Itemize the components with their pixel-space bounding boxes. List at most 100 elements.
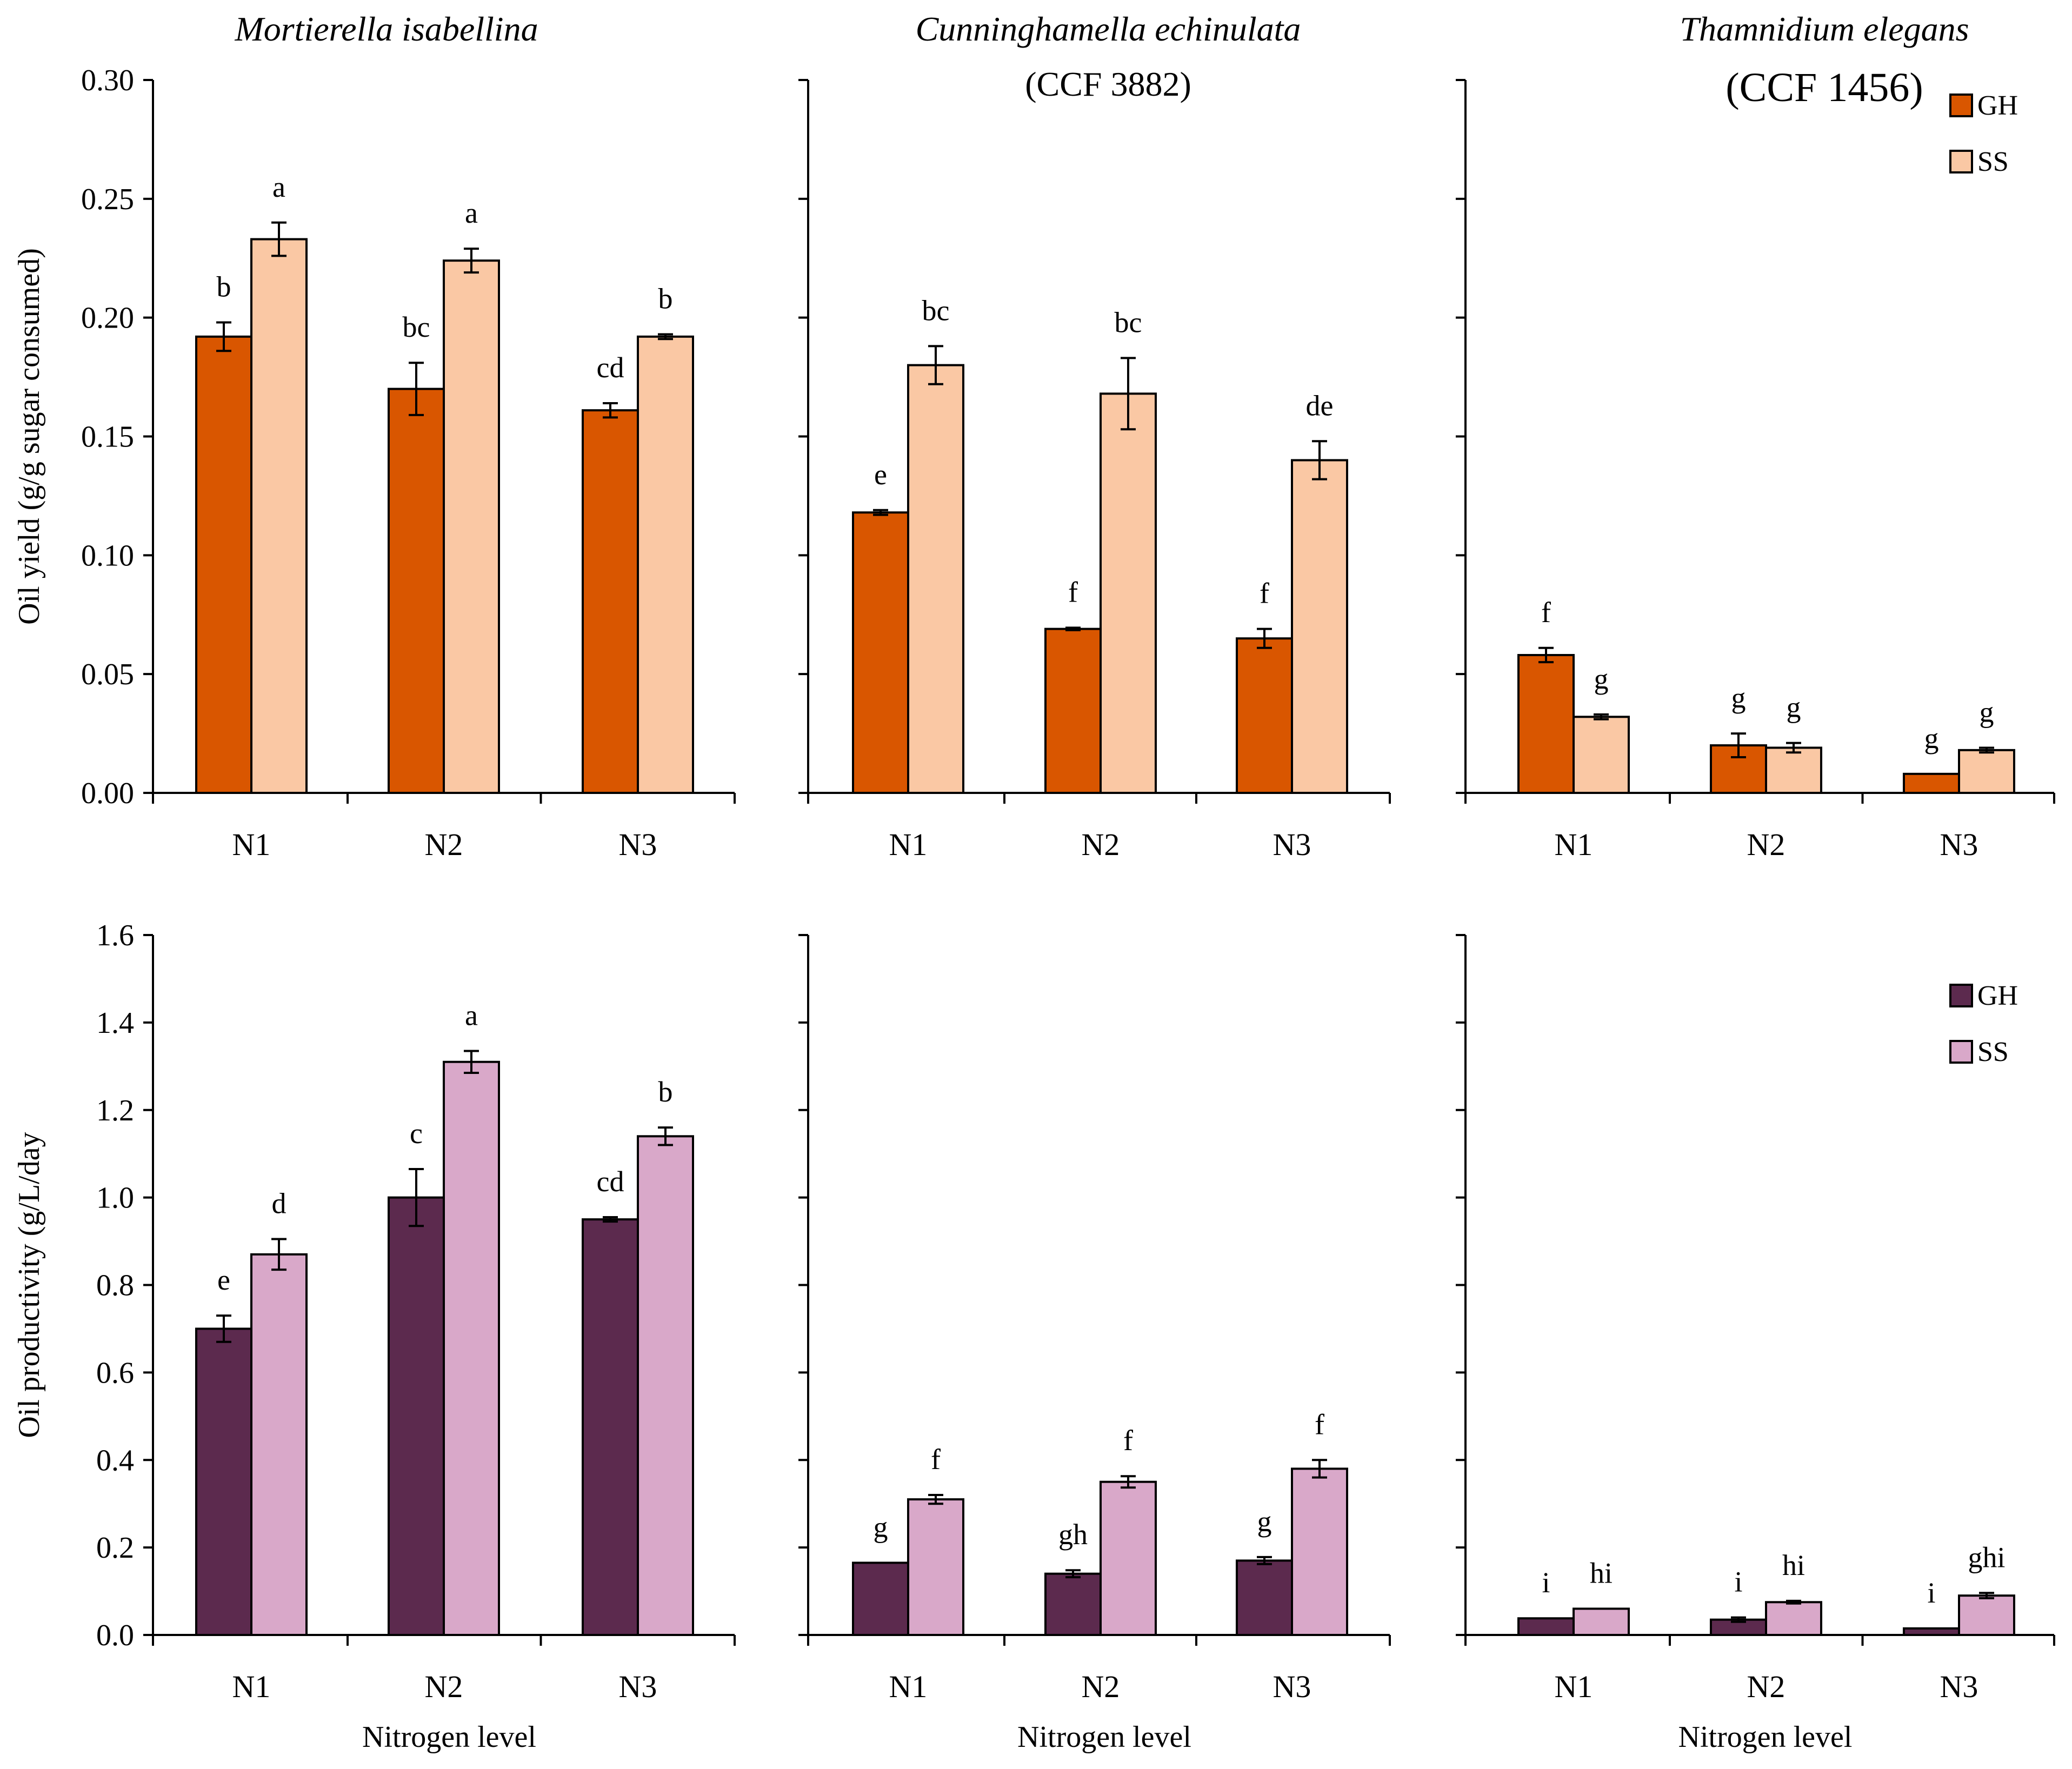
bar-ss-n2 [1100,392,1157,794]
significance-letter: a [465,197,478,229]
x-category-label: N3 [1940,827,1978,862]
significance-letter: i [1542,1566,1550,1599]
x-category-label: N2 [425,1669,463,1704]
bar-gh-n3 [1236,637,1293,794]
panel-title: Cunninghamella echinulata [916,10,1301,48]
significance-letter: b [217,270,231,303]
legend-swatch-ss [1949,1040,1973,1064]
significance-letter: gh [1058,1518,1088,1551]
x-category-label: N2 [425,827,463,862]
significance-letter: e [217,1264,230,1296]
bar-ss-n3 [637,1135,694,1636]
significance-letter: f [1315,1408,1324,1440]
x-category-label: N2 [1082,827,1120,862]
significance-letter: g [1924,722,1939,755]
significance-letter: b [658,1076,673,1108]
significance-letter: d [272,1187,287,1220]
significance-letter: e [874,458,887,491]
bar-ss-n2 [1100,1480,1157,1636]
bar-gh-n1 [195,1327,252,1636]
panel-oil-yield-thamnidium: N1 N2 N3 f g g g g g Thamnidium elegans (CCF 1456)… [1456,10,2055,862]
bar-ss-n1 [1573,716,1630,794]
significance-letter: ghi [1968,1541,2005,1573]
bar-ss-n1 [907,1498,964,1636]
significance-letter: f [1068,576,1078,608]
panel-title: Mortierella isabellina [234,10,538,48]
x-category-label: N2 [1082,1669,1120,1704]
legend-label-ss: SS [1977,146,2009,177]
x-category-label: N3 [1273,1669,1311,1704]
x-category-label: N2 [1747,827,1785,862]
bar-gh-n1 [852,511,909,794]
y-tick-label: 0.0 [96,1619,134,1652]
legend-swatch-gh [1949,94,1973,117]
significance-letter: g [1980,696,1994,728]
significance-letter: f [1260,577,1269,610]
panel-oil-yield-cunninghamella: N1 N2 N3 e f f bc bc de Cunninghamella echinulata… [798,10,1391,862]
bar-gh-n1 [1517,1617,1575,1636]
significance-letter: g [1594,663,1609,695]
y-tick-label: 0.4 [96,1444,134,1477]
bar-gh-n3 [1903,772,1960,794]
significance-letter: f [931,1443,941,1476]
bar-gh-n2 [1044,628,1102,794]
bar-gh-n1 [195,335,252,794]
significance-letter: hi [1590,1557,1613,1589]
bar-ss-n3 [1958,749,2015,794]
y-tick-label: 0.25 [81,183,134,216]
x-axis-label: Nitrogen level [1017,1720,1191,1754]
bar-gh-n3 [582,1218,639,1636]
significance-letter: g [1787,691,1801,724]
significance-letter: g [1257,1505,1272,1538]
significance-letter: hi [1782,1549,1805,1581]
significance-letter: a [272,171,285,203]
y-tick-label: 1.0 [96,1181,134,1215]
x-category-label: N2 [1747,1669,1785,1704]
bar-gh-n1 [852,1561,909,1636]
bar-gh-n2 [388,388,445,794]
legend-swatch-gh [1949,984,1973,1007]
y-axis-label: Oil yield (g/g sugar consumed) [12,248,46,625]
legend-swatch-ss [1949,150,1973,173]
significance-letter: cd [597,351,624,384]
bar-ss-n1 [250,238,308,794]
bar-gh-n2 [1044,1572,1102,1636]
y-tick-label: 1.6 [96,919,134,952]
panel-subtitle: (CCF 1456) [1725,65,1923,110]
x-category-label: N1 [1555,827,1593,862]
panel-subtitle: (CCF 3882) [1025,65,1191,103]
y-tick-label: 1.2 [96,1094,134,1127]
y-tick-label: 0.30 [81,64,134,97]
bar-gh-n2 [388,1196,445,1636]
y-tick-label: 0.8 [96,1269,134,1303]
significance-letter: g [874,1511,888,1543]
significance-letter: cd [597,1165,624,1198]
legend-label-gh: GH [1977,90,2018,121]
x-category-label: N3 [619,827,657,862]
bar-ss-n1 [907,364,964,794]
significance-letter: f [1541,596,1551,629]
y-tick-label: 0.20 [81,302,134,335]
y-tick-label: 0.15 [81,420,134,454]
x-category-label: N1 [889,1669,928,1704]
significance-letter: g [1731,682,1746,714]
legend: GH SS [1949,980,2018,1067]
bar-gh-n3 [582,409,639,794]
significance-letter: bc [922,294,950,326]
significance-letter: c [410,1117,423,1150]
panel-oil-productivity-mortierella: 0.0 0.2 0.4 0.6 0.8 1.0 1.2 1.4 1.6 N1 N2 N3 e c cd d a b… [12,919,736,1754]
x-category-label: N3 [619,1669,657,1704]
significance-letter: a [465,999,478,1031]
bar-ss-n3 [1958,1594,2015,1636]
x-category-label: N3 [1940,1669,1978,1704]
bar-ss-n3 [637,335,694,794]
y-tick-label: 1.4 [96,1006,134,1040]
significance-letter: b [658,282,673,315]
bar-ss-n3 [1291,459,1348,794]
x-category-label: N1 [232,1669,271,1704]
significance-letter: i [1927,1577,1935,1609]
y-tick-label: 0.00 [81,777,134,810]
y-axis-label: Oil productivity (g/L/day [12,1132,46,1438]
